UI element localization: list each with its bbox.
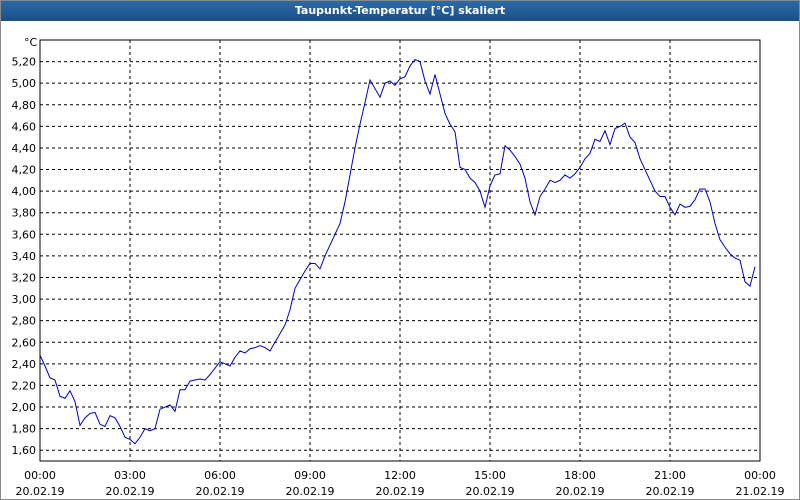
y-tick-label: 2,80	[12, 315, 37, 328]
y-tick-label: 5,00	[12, 77, 37, 90]
x-tick-date: 20.02.19	[376, 485, 425, 498]
title-bar: Taupunkt-Temperatur [°C] skaliert	[1, 1, 799, 21]
y-tick-label: 3,40	[12, 250, 37, 263]
x-tick-date: 20.02.19	[646, 485, 695, 498]
y-tick-label: 2,60	[12, 336, 37, 349]
y-tick-label: 3,20	[12, 271, 37, 284]
y-tick-label: 4,00	[12, 185, 37, 198]
y-unit: °C	[24, 36, 38, 49]
y-tick-label: 3,00	[12, 293, 37, 306]
y-tick-label: 3,60	[12, 228, 37, 241]
x-tick-label: 12:00	[384, 469, 416, 482]
x-tick-label: 00:00	[744, 469, 776, 482]
y-tick-label: 1,80	[12, 423, 37, 436]
x-tick-date: 21.02.19	[736, 485, 785, 498]
x-tick-date: 20.02.19	[16, 485, 65, 498]
y-tick-label: 5,20	[12, 56, 37, 69]
x-tick-date: 20.02.19	[556, 485, 605, 498]
x-tick-label: 09:00	[294, 469, 326, 482]
y-tick-label: 4,40	[12, 142, 37, 155]
x-tick-date: 20.02.19	[106, 485, 155, 498]
y-tick-label: 1,60	[12, 444, 37, 457]
x-tick-date: 20.02.19	[286, 485, 335, 498]
plot-frame	[39, 39, 761, 462]
y-tick-label: 3,80	[12, 207, 37, 220]
y-tick-label: 2,20	[12, 379, 37, 392]
x-tick-label: 15:00	[474, 469, 506, 482]
x-tick-date: 20.02.19	[466, 485, 515, 498]
y-tick-label: 2,40	[12, 358, 37, 371]
x-tick-label: 21:00	[654, 469, 686, 482]
x-tick-date: 20.02.19	[196, 485, 245, 498]
x-tick-label: 03:00	[114, 469, 146, 482]
x-tick-label: 06:00	[204, 469, 236, 482]
x-tick-label: 18:00	[564, 469, 596, 482]
x-tick-label: 00:00	[24, 469, 56, 482]
y-tick-label: 2,00	[12, 401, 37, 414]
y-tick-label: 4,60	[12, 120, 37, 133]
chart: °C 1,60 1,80 2,00 2,20 2,40 2,60 2,80 3,00 3,20 3…	[12, 36, 785, 498]
y-tick-label: 4,80	[12, 99, 37, 112]
y-tick-label: 4,20	[12, 164, 37, 177]
data-line	[39, 58, 756, 445]
